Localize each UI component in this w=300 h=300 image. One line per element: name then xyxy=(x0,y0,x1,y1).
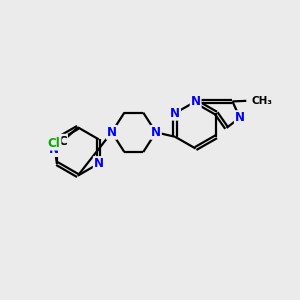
Text: N: N xyxy=(94,157,104,170)
Text: C: C xyxy=(58,135,67,148)
Text: Cl: Cl xyxy=(48,136,61,150)
Text: N: N xyxy=(151,126,161,139)
Text: N: N xyxy=(107,126,117,139)
Text: N: N xyxy=(235,111,245,124)
Text: CH₃: CH₃ xyxy=(251,96,272,106)
Text: N: N xyxy=(49,143,58,156)
Text: N: N xyxy=(170,107,180,120)
Text: N: N xyxy=(190,95,201,108)
